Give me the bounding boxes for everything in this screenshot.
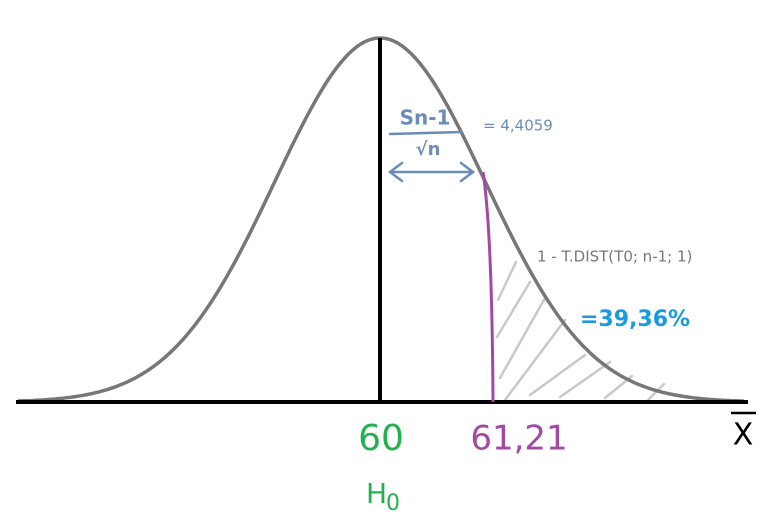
formula: 1 - T.DIST(T0; n-1; 1) bbox=[537, 248, 692, 266]
observed-label: 61,21 bbox=[470, 419, 567, 459]
std-error-value: = 4,4059 bbox=[483, 117, 553, 135]
tail-hatching bbox=[495, 260, 666, 402]
observed-line bbox=[481, 171, 495, 403]
mean-label: 60 bbox=[358, 418, 404, 459]
std-error-denominator: √n bbox=[416, 139, 441, 160]
axis-label: X bbox=[733, 418, 754, 453]
std-error-numerator: Sn-1 bbox=[400, 106, 451, 130]
hypothesis-subscript: 0 bbox=[386, 491, 400, 516]
std-error-marker bbox=[387, 130, 476, 183]
hypothesis-letter: H bbox=[366, 477, 387, 510]
result: =39,36% bbox=[580, 307, 690, 332]
